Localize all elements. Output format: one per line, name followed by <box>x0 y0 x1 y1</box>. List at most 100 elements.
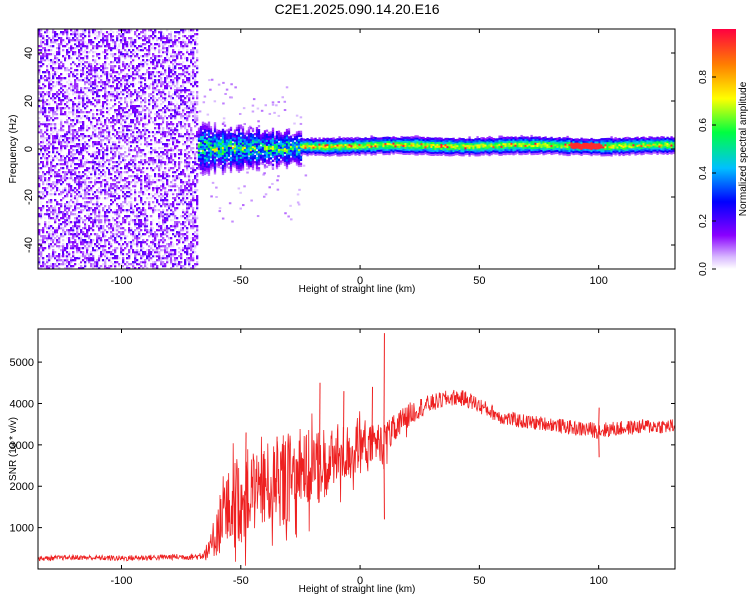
spectrogram-cell <box>82 179 85 182</box>
spectrogram-cell <box>140 149 143 152</box>
spectrogram-cell <box>126 63 129 66</box>
spectrogram-cell <box>82 69 85 72</box>
spectrogram-cell <box>48 179 51 182</box>
spectrogram-cell <box>128 267 131 269</box>
spectrogram-cell <box>118 257 121 260</box>
spectrogram-cell <box>122 47 125 50</box>
spectrogram-cell <box>186 131 189 134</box>
spectrogram-cell <box>100 253 103 256</box>
spectrogram-cell <box>50 243 53 246</box>
spectrogram-cell <box>122 137 125 140</box>
spectrogram-cell <box>146 225 149 228</box>
spectrogram-cell <box>68 223 71 226</box>
spectrogram-cell <box>186 69 189 72</box>
spectrogram-cell <box>156 111 159 114</box>
spectrogram-cell <box>94 105 97 108</box>
spectrogram-cell <box>50 125 53 128</box>
spectrogram-cell <box>104 109 107 112</box>
spectrogram-cell <box>136 137 139 140</box>
spectrogram-cell <box>132 161 135 164</box>
spectrogram-cell <box>88 185 91 188</box>
spectrogram-cell <box>88 243 91 246</box>
spectrogram-cell <box>114 251 117 254</box>
spectrogram-cell <box>64 121 67 124</box>
spectrogram-cell <box>46 67 49 70</box>
spectrogram-cell <box>146 177 149 180</box>
spectrogram-cell <box>188 123 191 126</box>
spectrogram-cell <box>184 163 187 166</box>
spectrogram-cell <box>40 45 43 48</box>
spectrogram-cell <box>148 53 151 56</box>
spectrogram-cell <box>166 131 169 134</box>
spectrogram-cell <box>106 95 109 98</box>
spectrogram-cell <box>150 157 153 160</box>
spectrogram-cell <box>144 73 147 76</box>
spectrogram-cell <box>62 107 65 110</box>
spectrogram-cell <box>182 199 185 202</box>
spectrogram-cell <box>152 75 155 78</box>
spectrogram-cell <box>96 163 99 166</box>
spectrogram-cell <box>90 69 93 72</box>
spectrogram-cell <box>120 205 123 208</box>
spectrogram-cell <box>178 233 181 236</box>
spectrogram-cell <box>108 73 111 76</box>
spectrogram-cell <box>118 29 121 32</box>
spectrogram-cell <box>178 113 181 116</box>
spectrogram-cell <box>52 85 55 88</box>
spectrogram-cell <box>118 61 121 64</box>
spectrogram-cell <box>144 227 147 230</box>
spectrogram-cell <box>72 189 75 192</box>
spectrogram-cell <box>106 127 109 130</box>
spectrogram-cell <box>156 199 159 202</box>
spectrogram-cell <box>46 49 49 52</box>
spectrogram-cell <box>80 111 83 114</box>
spectrogram-cell <box>104 51 107 54</box>
spectrogram-cell <box>122 195 125 198</box>
spectrogram-cell <box>102 263 105 266</box>
spectrogram-cell <box>178 141 181 144</box>
spectrogram-cell <box>170 167 173 170</box>
spectrogram-cell <box>78 51 81 54</box>
spectrogram-cell <box>156 223 159 226</box>
spectrogram-cell <box>168 109 171 112</box>
spectrogram-cell <box>64 97 67 100</box>
spectrogram-cell <box>168 185 171 188</box>
spectrogram-cell <box>174 93 177 96</box>
spectrogram-cell <box>138 87 141 90</box>
spectrogram-cell <box>164 149 167 152</box>
spectrogram-cell <box>108 109 111 112</box>
spectrogram-cell <box>174 85 177 88</box>
spectrogram-cell <box>104 165 107 168</box>
spectrogram-cell <box>126 243 129 246</box>
spectrogram-cell <box>174 143 177 146</box>
spectrogram-cell <box>150 229 153 232</box>
spectrogram-cell <box>180 257 183 260</box>
spectrogram-cell <box>164 47 167 50</box>
spectrogram-cell <box>174 53 177 56</box>
spectrogram-cell <box>164 77 167 80</box>
spectrogram-cell <box>86 43 89 46</box>
spectrogram-cell <box>92 75 95 78</box>
spectrogram-cell <box>108 253 111 256</box>
spectrogram-cell <box>62 239 65 242</box>
spectrogram-cell <box>146 249 149 252</box>
spectrogram-cell <box>154 235 157 238</box>
spectrogram-cell <box>48 59 51 62</box>
spectrogram-cell <box>172 93 175 96</box>
spectrogram-cell <box>118 131 121 134</box>
spectrogram-cell <box>156 187 159 190</box>
spectrogram-cell <box>94 135 97 138</box>
spectrogram-cell <box>46 241 49 244</box>
spectrogram-cell <box>156 61 159 64</box>
spectrogram-cell <box>94 163 97 166</box>
spectrogram-cell <box>108 131 111 134</box>
spectrogram-cell <box>82 31 85 34</box>
spectrogram-cell <box>142 215 145 218</box>
spectrogram-cell <box>62 45 65 48</box>
spectrogram-cell <box>188 223 191 226</box>
spectrogram-cell <box>62 231 65 234</box>
spectrogram-cell <box>64 107 67 110</box>
spectrogram-cell <box>160 165 163 168</box>
spectrogram-cell <box>54 215 57 218</box>
spectrogram-cell <box>82 45 85 48</box>
